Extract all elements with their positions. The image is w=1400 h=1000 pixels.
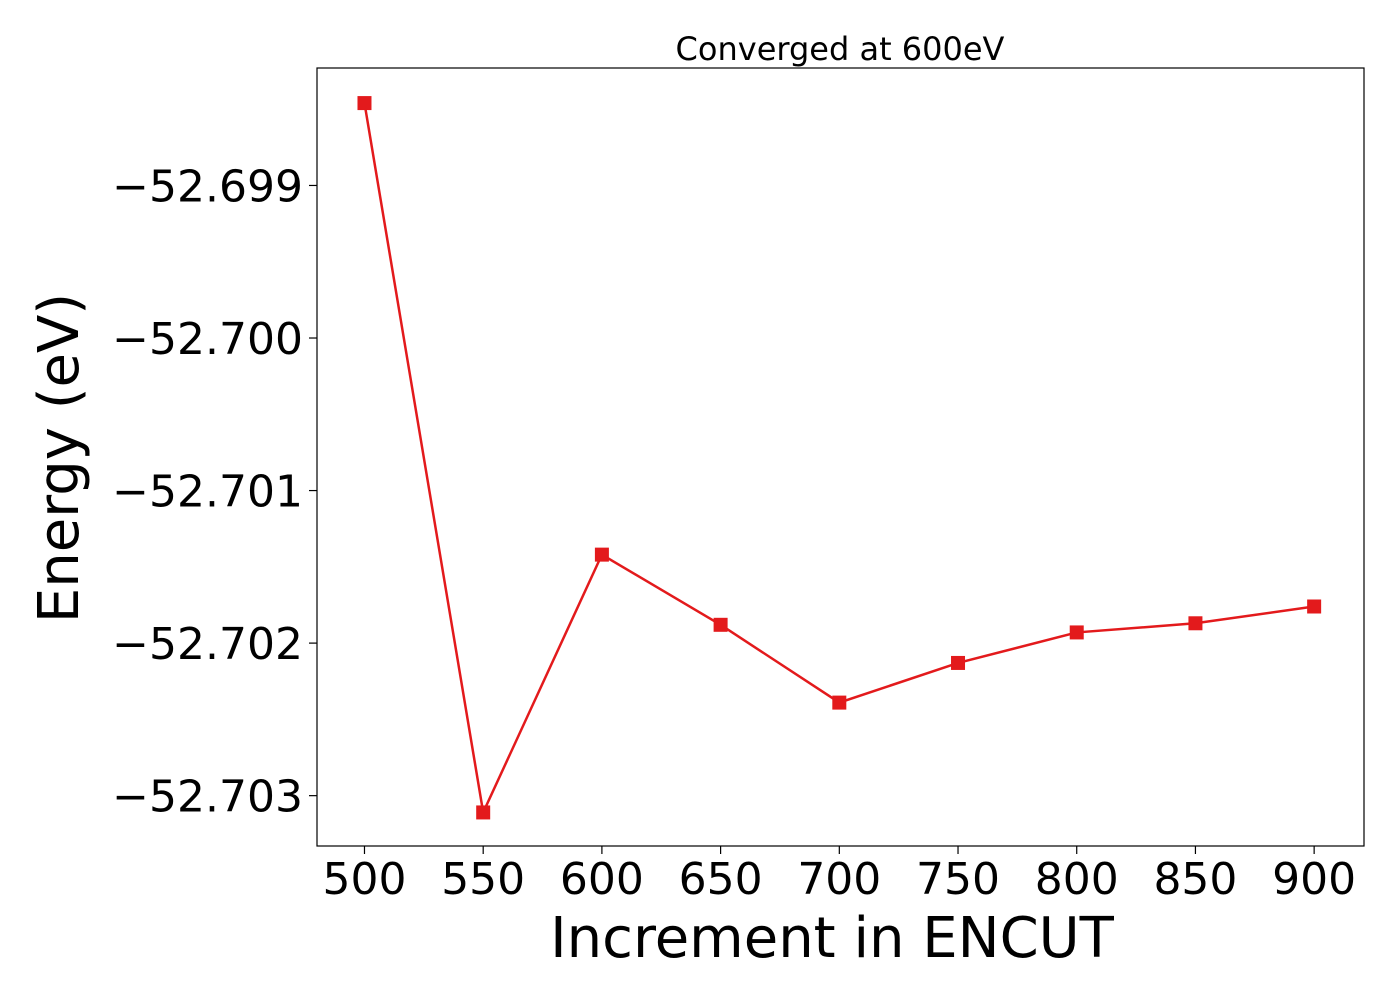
x-tick-label: 500 — [322, 854, 406, 905]
y-axis-label: Energy (eV) — [27, 293, 92, 623]
axes-frame — [316, 67, 1365, 847]
y-axis: −52.699 −52.700 −52.701 −52.702 −52.703 — [112, 161, 317, 823]
x-tick-label: 750 — [916, 854, 1000, 905]
x-tick-label: 700 — [797, 854, 881, 905]
data-point — [832, 695, 847, 710]
y-tick-label: −52.699 — [112, 161, 303, 212]
x-axis: 500 550 600 650 700 750 800 850 900 — [322, 846, 1356, 905]
x-tick-label: 600 — [560, 854, 644, 905]
x-tick-label: 650 — [679, 854, 763, 905]
x-tick-label: 850 — [1153, 854, 1237, 905]
data-point — [357, 96, 372, 111]
data-point — [951, 655, 966, 670]
data-point — [713, 617, 728, 632]
data-point — [594, 547, 609, 562]
y-tick-label: −52.702 — [112, 619, 303, 670]
y-tick-label: −52.701 — [112, 467, 303, 518]
series-markers — [357, 96, 1322, 820]
data-point — [1188, 616, 1203, 631]
data-point — [1307, 599, 1322, 614]
data-point — [476, 805, 491, 820]
y-tick-label: −52.700 — [112, 314, 303, 365]
x-axis-label: Increment in ENCUT — [550, 906, 1115, 971]
data-point — [1069, 625, 1084, 640]
y-tick-label: −52.703 — [112, 772, 303, 823]
plot-area: 500 550 600 650 700 750 800 850 900 −52.699 −52.7… — [112, 67, 1365, 905]
chart-title: Converged at 600eV — [676, 30, 1005, 68]
x-tick-label: 800 — [1035, 854, 1119, 905]
x-tick-label: 550 — [441, 854, 525, 905]
x-tick-label: 900 — [1272, 854, 1356, 905]
